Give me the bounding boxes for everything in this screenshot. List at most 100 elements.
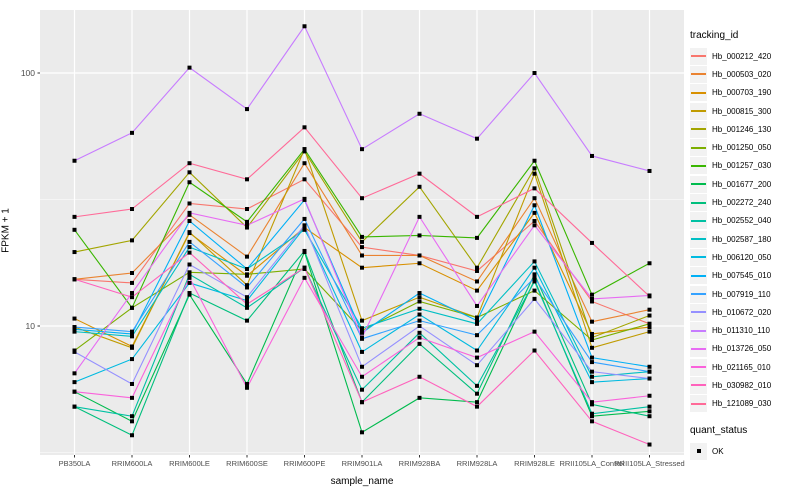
data-point-Hb_006120_050 (72, 380, 77, 385)
legend-key-line (690, 230, 707, 248)
x-tick-label: RRIM600PE (284, 459, 326, 468)
legend-tracking-items: Hb_000212_420 Hb_000503_020 Hb_000703_190 H… (690, 47, 798, 413)
legend: tracking_id Hb_000212_420 Hb_000503_020 Hb… (690, 28, 798, 460)
data-point-Hb_030982_010 (647, 442, 652, 447)
legend-line-swatch (691, 402, 706, 405)
data-point-Hb_002552_040 (72, 404, 77, 409)
data-point-Hb_006120_050 (417, 312, 422, 317)
data-point-Hb_007545_010 (475, 318, 479, 323)
x-tick-label: RRIM928LE (514, 459, 555, 468)
data-point-Hb_121089_030 (302, 125, 307, 130)
legend-title-quant-status: quant_status (690, 424, 748, 436)
data-point-Hb_001677_200 (647, 409, 652, 414)
data-point-Hb_011310_110 (72, 158, 77, 163)
data-point-Hb_021165_010 (417, 335, 422, 340)
legend-label: Hb_007545_010 (712, 271, 772, 281)
data-point-Hb_007919_110 (647, 369, 652, 374)
data-point-Hb_121089_030 (590, 240, 594, 245)
data-point-Hb_121089_030 (647, 294, 652, 299)
data-point-Hb_010672_020 (647, 376, 652, 381)
data-point-Hb_007545_010 (187, 219, 192, 224)
data-point-Hb_021165_010 (130, 395, 134, 400)
legend-line-swatch (691, 274, 706, 277)
legend-item-Hb_001250_050: Hb_001250_050 (690, 138, 798, 157)
y-tick-label: 100 (21, 68, 35, 78)
x-tick-label: RRIM928LA (457, 459, 498, 468)
data-point-Hb_121089_030 (245, 177, 249, 182)
legend-label: Hb_011310_110 (712, 326, 770, 336)
data-point-Hb_013726_050 (532, 223, 537, 228)
data-point-Hb_007919_110 (417, 318, 422, 323)
legend-line-swatch (691, 110, 706, 113)
legend-label: Hb_010672_020 (712, 307, 772, 317)
data-point-Hb_001246_130 (72, 250, 77, 255)
data-point-Hb_000503_020 (475, 279, 479, 284)
data-point-Hb_000503_020 (360, 253, 364, 258)
legend-item-Hb_006120_050: Hb_006120_050 (690, 248, 798, 266)
data-point-Hb_001257_030 (647, 261, 652, 266)
data-point-Hb_002587_180 (417, 306, 422, 311)
data-point-Hb_010672_020 (417, 324, 422, 328)
data-point-Hb_010672_020 (245, 295, 249, 300)
data-point-Hb_121089_030 (475, 214, 479, 219)
data-point-Hb_011310_110 (187, 65, 192, 70)
data-point-Hb_121089_030 (130, 207, 134, 212)
legend-key-line (690, 157, 707, 175)
legend-line-swatch (691, 238, 706, 241)
data-point-Hb_001250_050 (475, 315, 479, 320)
data-point-Hb_006120_050 (590, 380, 594, 385)
data-point-Hb_011310_110 (245, 107, 249, 112)
data-point-Hb_000703_190 (475, 288, 479, 293)
x-axis-title: sample_name (330, 476, 394, 487)
data-point-Hb_000212_420 (187, 201, 192, 206)
data-point-Hb_000212_420 (475, 268, 479, 273)
data-point-Hb_021165_010 (475, 355, 479, 360)
data-point-Hb_021165_010 (532, 329, 537, 334)
data-point-Hb_006120_050 (302, 225, 307, 230)
data-point-Hb_013726_050 (417, 214, 422, 219)
data-point-Hb_001246_130 (360, 239, 364, 244)
legend-item-Hb_002272_240: Hb_002272_240 (690, 193, 798, 212)
legend-label: Hb_013726_050 (712, 344, 772, 354)
data-point-Hb_007919_110 (130, 329, 134, 334)
data-point-Hb_001246_130 (187, 170, 192, 175)
data-point-Hb_001677_200 (590, 414, 594, 419)
legend-line-swatch (691, 55, 706, 58)
data-point-Hb_000212_420 (532, 219, 537, 224)
legend-line-swatch (691, 73, 706, 76)
legend-label: Hb_030982_010 (712, 380, 772, 390)
data-point-Hb_000815_300 (647, 329, 652, 334)
data-point-Hb_000503_020 (647, 307, 652, 312)
data-point-Hb_121089_030 (417, 171, 422, 176)
data-point-Hb_001250_050 (647, 321, 652, 326)
legend-item-Hb_000503_020: Hb_000503_020 (690, 65, 798, 83)
legend-key-point (690, 442, 707, 460)
data-point-Hb_001677_200 (360, 430, 364, 435)
data-point-Hb_030982_010 (475, 404, 479, 409)
data-point-Hb_000815_300 (532, 171, 537, 176)
data-point-Hb_002552_040 (647, 404, 652, 409)
data-point-Hb_006120_050 (130, 357, 134, 362)
legend-label: Hb_000503_020 (712, 69, 772, 79)
legend-label: Hb_001677_200 (712, 179, 772, 189)
legend-key-line (690, 395, 707, 413)
data-point-Hb_007545_010 (417, 291, 422, 296)
data-point-Hb_001677_200 (475, 400, 479, 405)
data-point-Hb_007919_110 (475, 333, 479, 338)
legend-item-Hb_000212_420: Hb_000212_420 (690, 47, 798, 65)
data-point-Hb_006120_050 (245, 298, 249, 303)
data-point-Hb_030982_010 (187, 250, 192, 255)
data-point-Hb_001246_130 (302, 149, 307, 154)
data-point-Hb_007919_110 (72, 325, 77, 330)
data-point-Hb_002587_180 (475, 321, 479, 326)
data-point-Hb_001246_130 (475, 265, 479, 270)
data-point-Hb_013726_050 (475, 303, 479, 308)
legend-line-swatch (691, 366, 706, 369)
data-point-Hb_011310_110 (302, 24, 307, 29)
data-point-Hb_007919_110 (590, 360, 594, 365)
data-point-Hb_002552_040 (187, 272, 192, 277)
legend-item-Hb_002552_040: Hb_002552_040 (690, 212, 798, 230)
legend-key-line (690, 248, 707, 266)
data-point-Hb_021165_010 (187, 275, 192, 280)
